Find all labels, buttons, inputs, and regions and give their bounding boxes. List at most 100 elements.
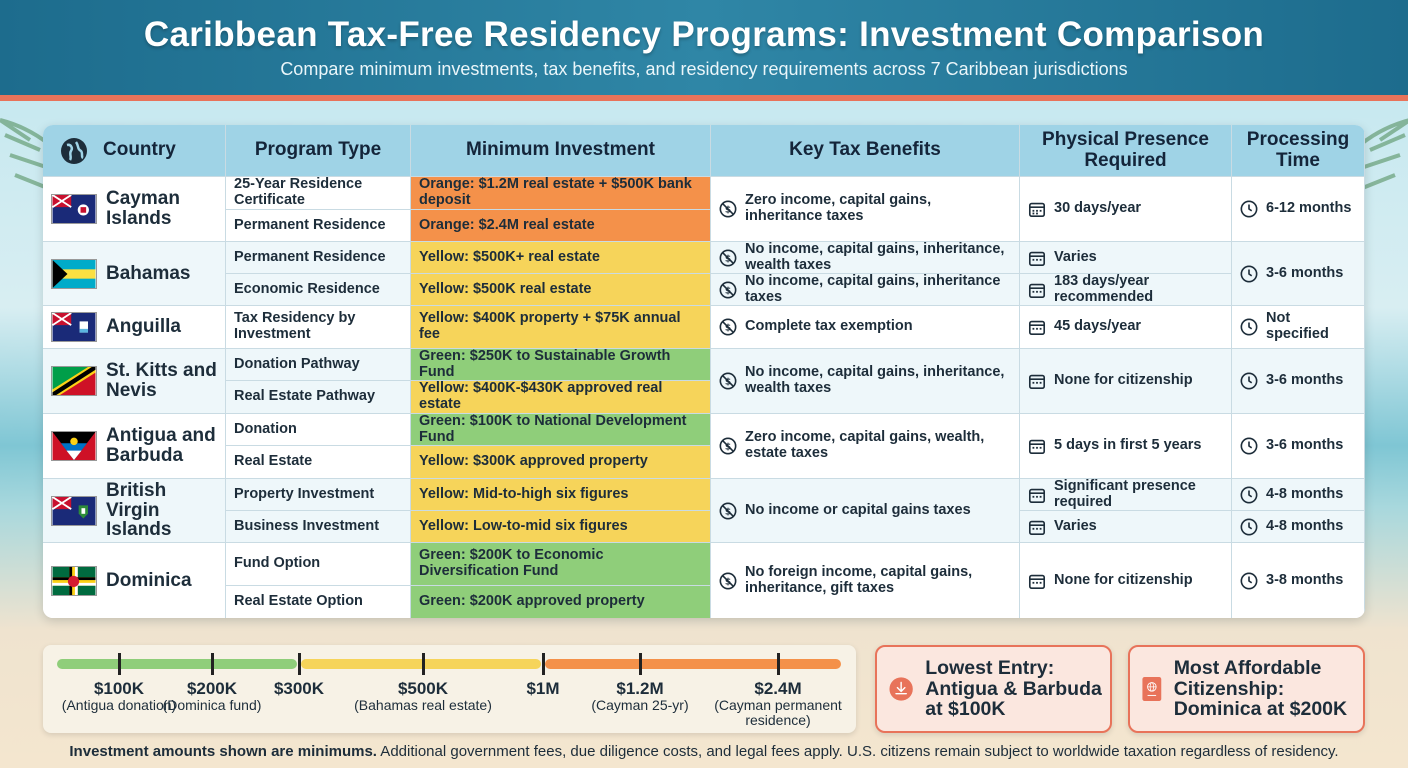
- time-cell: 6-12 months: [1232, 177, 1365, 242]
- tax-label: No income or capital gains taxes: [745, 501, 971, 518]
- no-tax-icon: $: [719, 318, 737, 336]
- program-label: Donation: [234, 420, 297, 437]
- scale-sublabel: (Bahamas real estate): [354, 697, 492, 713]
- time-label: 4-8 months: [1266, 485, 1344, 502]
- investment-cell: Green: $200K to Economic Diversification…: [411, 543, 711, 586]
- calendar-icon: [1028, 439, 1046, 455]
- column-header-label: Physical Presence Required: [1042, 128, 1209, 171]
- presence-label: Varies: [1054, 248, 1097, 265]
- affordable-citizenship-card: Most Affordable Citizenship: Dominica at…: [1128, 645, 1365, 733]
- clock-icon: [1240, 318, 1258, 336]
- investment-cell: Green: $200K approved property: [411, 586, 711, 618]
- clock-icon: [1240, 486, 1258, 503]
- investment-cell: Green: $250K to Sustainable Growth Fund: [411, 348, 711, 381]
- scale-tick: [298, 653, 301, 675]
- investment-label: Yellow: Mid-to-high six figures: [419, 485, 629, 502]
- flag-st-kitts-icon: [51, 366, 97, 396]
- program-cell: Property Investment: [226, 479, 411, 511]
- scale-sublabel: (Cayman permanent residence): [714, 697, 842, 728]
- program-label: Economic Residence: [234, 280, 380, 297]
- investment-label: Green: $200K approved property: [419, 593, 645, 610]
- column-header-label: Country: [103, 139, 176, 161]
- program-cell: Donation: [226, 414, 411, 446]
- program-cell: Economic Residence: [226, 274, 411, 306]
- column-header-program: Program Type: [226, 125, 411, 177]
- country-cell: British Virgin Islands: [43, 479, 226, 543]
- presence-cell: Varies: [1020, 242, 1232, 274]
- svg-text:$: $: [725, 577, 731, 587]
- program-label: Property Investment: [234, 485, 375, 502]
- scale-label: $1M: [526, 679, 560, 698]
- program-cell: Tax Residency by Investment: [226, 306, 411, 349]
- scale-label: $1.2M: [616, 679, 664, 698]
- clock-icon: [1240, 572, 1258, 589]
- presence-cell: 5 days in first 5 years: [1020, 414, 1232, 479]
- scale-segment-yellow: [301, 659, 541, 669]
- column-header-presence: Physical Presence Required: [1020, 125, 1232, 177]
- program-label: Donation Pathway: [234, 355, 360, 372]
- presence-label: 30 days/year: [1054, 200, 1142, 217]
- no-tax-icon: $: [719, 200, 737, 218]
- time-cell: 4-8 months: [1232, 479, 1365, 511]
- country-cell: Bahamas: [43, 242, 226, 306]
- investment-cell: Yellow: $300K approved property: [411, 446, 711, 479]
- calendar-icon: [1028, 374, 1046, 390]
- program-label: Permanent Residence: [234, 216, 386, 233]
- country-cell: Dominica: [43, 543, 226, 618]
- presence-label: 5 days in first 5 years: [1054, 437, 1202, 454]
- time-cell: 3-6 months: [1232, 414, 1365, 479]
- no-tax-icon: $: [719, 502, 737, 519]
- time-cell: Not specified: [1232, 306, 1365, 349]
- presence-cell: 30 days/year: [1020, 177, 1232, 242]
- country-name: Cayman Islands: [106, 188, 180, 229]
- investment-cell: Yellow: $400K-$430K approved real estate: [411, 380, 711, 414]
- no-tax-icon: $: [719, 281, 737, 298]
- calendar-icon: [1028, 320, 1046, 336]
- clock-icon: [1240, 372, 1258, 390]
- presence-cell: Varies: [1020, 511, 1232, 543]
- svg-text:$: $: [725, 206, 731, 216]
- program-label: Real Estate Option: [234, 593, 363, 610]
- presence-cell: None for citizenship: [1020, 543, 1232, 618]
- country-cell: St. Kitts and Nevis: [43, 349, 226, 414]
- calendar-icon: [1028, 202, 1046, 218]
- affordable-citizenship-text: Most Affordable Citizenship: Dominica at…: [1173, 657, 1348, 721]
- country-name: Bahamas: [106, 262, 191, 284]
- tax-cell: $ No foreign income, capital gains, inhe…: [711, 543, 1020, 618]
- time-label: 3-6 months: [1266, 264, 1344, 281]
- clock-icon: [1240, 437, 1258, 455]
- tax-cell: $ No income or capital gains taxes: [711, 479, 1020, 543]
- no-tax-icon: $: [719, 372, 737, 390]
- scale-label: $500K: [397, 679, 449, 698]
- country-cell: Anguilla: [43, 306, 226, 349]
- country-name: Antigua and Barbuda: [106, 425, 216, 466]
- program-cell: Donation Pathway: [226, 349, 411, 381]
- svg-text:$: $: [725, 443, 731, 453]
- tax-cell: $ No income, capital gains, inheritance …: [711, 272, 1020, 306]
- tax-cell: $ Zero income, capital gains, inheritanc…: [711, 177, 1020, 242]
- program-cell: Real Estate Pathway: [226, 381, 411, 414]
- passport-icon: [1142, 677, 1162, 701]
- program-cell: Permanent Residence: [226, 242, 411, 274]
- time-cell: 4-8 months: [1232, 511, 1365, 543]
- program-label: Tax Residency by Investment: [234, 310, 356, 342]
- tax-label: No income, capital gains, inheritance, w…: [745, 240, 1005, 273]
- time-label: 3-8 months: [1266, 571, 1344, 588]
- investment-cell: Yellow: Low-to-mid six figures: [411, 511, 711, 543]
- flag-antigua-icon: [51, 431, 97, 461]
- presence-cell: Significant presence required: [1020, 478, 1232, 511]
- scale-segment-orange: [545, 659, 841, 669]
- tax-label: Zero income, capital gains, wealth, esta…: [745, 429, 985, 461]
- presence-cell: 183 days/year recommended: [1020, 273, 1232, 306]
- tax-label: No income, capital gains, inheritance ta…: [745, 272, 1001, 305]
- investment-label: Yellow: Low-to-mid six figures: [419, 517, 628, 534]
- tax-label: Complete tax exemption: [745, 318, 913, 335]
- scale-label: $100K: [93, 679, 145, 698]
- scale-sublabel: (Dominica fund): [162, 697, 262, 713]
- presence-cell: 45 days/year: [1020, 306, 1232, 349]
- no-tax-icon: $: [719, 437, 737, 455]
- country-name: Anguilla: [106, 316, 181, 338]
- investment-label: Yellow: $500K real estate: [419, 280, 592, 297]
- svg-text:$: $: [725, 286, 731, 296]
- globe-icon: [61, 137, 87, 164]
